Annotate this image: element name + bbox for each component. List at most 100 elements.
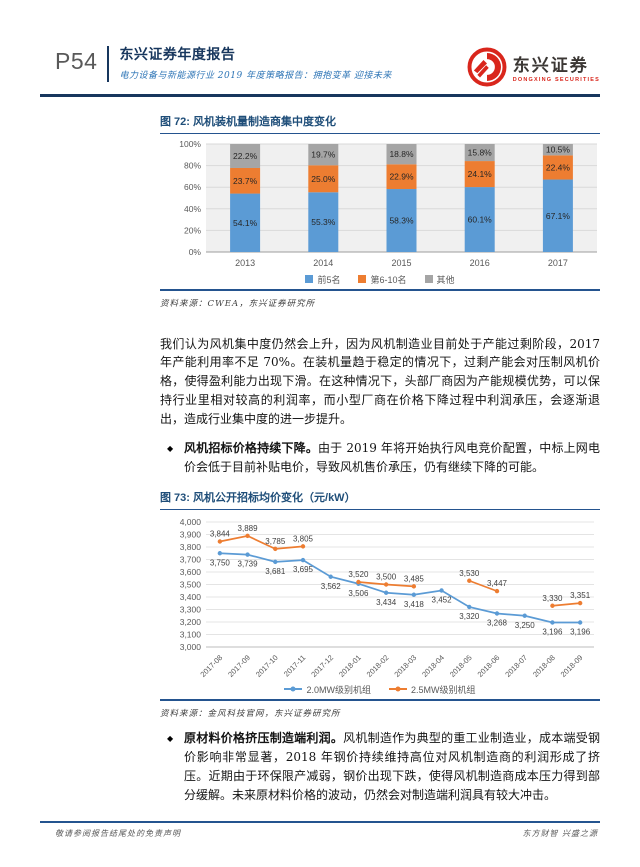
bullet-bid-price-text: 风机招标价格持续下降。由于 2019 年将开始执行风电竞价配置，中标上网电价会低… bbox=[184, 439, 600, 477]
svg-text:3,268: 3,268 bbox=[487, 619, 508, 628]
svg-text:2017-09: 2017-09 bbox=[226, 653, 252, 679]
logo-emblem-icon bbox=[467, 47, 507, 87]
svg-text:23.7%: 23.7% bbox=[233, 176, 258, 186]
svg-text:3,800: 3,800 bbox=[180, 542, 202, 552]
bullet-lead: 原材料价格挤压制造端利润。 bbox=[184, 730, 344, 745]
svg-text:67.1%: 67.1% bbox=[546, 211, 571, 221]
chart-73-legend: 2.0MW级别机组 2.5MW级别机组 bbox=[160, 682, 600, 696]
footer-rule bbox=[40, 821, 600, 823]
svg-text:3,506: 3,506 bbox=[348, 589, 369, 598]
legend-item: 其他 bbox=[424, 273, 455, 286]
paragraph-concentration: 我们认为风机集中度仍然会上升，因为风机制造业目前处于产能过剩阶段，2017 年产… bbox=[160, 336, 600, 427]
report-subtitle: 电力设备与新能源行业 2019 年度策略报告：拥抱变革 迎接未来 bbox=[119, 71, 392, 81]
svg-text:3,000: 3,000 bbox=[180, 642, 202, 652]
page-number: P54 bbox=[55, 48, 98, 74]
svg-text:3,681: 3,681 bbox=[265, 567, 286, 576]
header-divider bbox=[107, 46, 110, 82]
svg-text:18.8%: 18.8% bbox=[389, 149, 414, 159]
svg-text:3,700: 3,700 bbox=[180, 555, 202, 565]
svg-text:3,844: 3,844 bbox=[210, 530, 231, 539]
svg-text:40%: 40% bbox=[184, 204, 201, 214]
legend-item: 前5名 bbox=[305, 273, 340, 286]
svg-text:3,200: 3,200 bbox=[180, 617, 202, 627]
svg-text:2018-08: 2018-08 bbox=[531, 653, 557, 679]
svg-text:60%: 60% bbox=[184, 182, 201, 192]
svg-text:54.1%: 54.1% bbox=[233, 218, 258, 228]
svg-text:3,250: 3,250 bbox=[515, 621, 536, 630]
header-rule bbox=[40, 94, 600, 97]
svg-text:2017-10: 2017-10 bbox=[254, 653, 280, 679]
bullet-lead: 风机招标价格持续下降。 bbox=[184, 441, 318, 456]
bullet-raw-material: ◆ 原材料价格挤压制造端利润。风机制造作为典型的重工业制造业，成本端受钢价影响非… bbox=[160, 729, 600, 805]
legend-line-marker-icon bbox=[389, 686, 407, 692]
svg-text:3,520: 3,520 bbox=[348, 570, 369, 579]
svg-text:2018-03: 2018-03 bbox=[392, 653, 418, 679]
figure-72-title: 图 72: 风机装机量制造商集中度变化 bbox=[160, 113, 600, 134]
svg-text:3,695: 3,695 bbox=[293, 565, 314, 574]
legend-label: 2.5MW级别机组 bbox=[411, 684, 476, 695]
svg-text:3,750: 3,750 bbox=[210, 558, 231, 567]
legend-square-marker-icon bbox=[358, 275, 367, 283]
legend-item: 2.0MW级别机组 bbox=[284, 683, 371, 696]
svg-text:60.1%: 60.1% bbox=[468, 215, 493, 225]
figure-73: 图 73: 风机公开招标均价变化（元/kW） 3,000 3,100 3,200 3,… bbox=[160, 489, 600, 719]
svg-text:19.7%: 19.7% bbox=[311, 150, 336, 160]
svg-text:3,600: 3,600 bbox=[180, 567, 202, 577]
chart-72-legend: 前5名 第6-10名 其他 bbox=[160, 272, 600, 286]
svg-text:3,100: 3,100 bbox=[180, 630, 202, 640]
svg-text:3,485: 3,485 bbox=[404, 575, 425, 584]
svg-text:2018-05: 2018-05 bbox=[448, 653, 474, 679]
svg-text:3,351: 3,351 bbox=[570, 591, 591, 600]
svg-text:3,739: 3,739 bbox=[238, 560, 259, 569]
svg-text:2017-12: 2017-12 bbox=[309, 653, 335, 679]
svg-text:3,562: 3,562 bbox=[321, 582, 342, 591]
figure-72-source: 资料来源：CWEA，东兴证券研究所 bbox=[160, 298, 316, 309]
svg-text:3,196: 3,196 bbox=[570, 628, 591, 637]
svg-text:2017: 2017 bbox=[548, 258, 568, 268]
svg-text:2018-07: 2018-07 bbox=[503, 653, 529, 679]
legend-square-marker-icon bbox=[305, 275, 314, 283]
page-footer: 敬请参阅报告结尾处的免责声明 东方财智 兴盛之源 bbox=[55, 828, 598, 839]
bullet-raw-material-text: 原材料价格挤压制造端利润。风机制造作为典型的重工业制造业，成本端受钢价影响非常显… bbox=[184, 729, 600, 805]
svg-text:100%: 100% bbox=[179, 140, 201, 149]
content-column: 图 72: 风机装机量制造商集中度变化 0% 20% 40% 60% 80% 100% 54… bbox=[160, 113, 600, 804]
svg-text:20%: 20% bbox=[184, 225, 201, 235]
legend-label: 第6-10名 bbox=[370, 274, 407, 285]
figure-73-bottom-rule bbox=[160, 699, 600, 701]
svg-text:22.4%: 22.4% bbox=[546, 162, 571, 172]
legend-item: 第6-10名 bbox=[358, 273, 407, 286]
header-titles: 东兴证券年度报告 电力设备与新能源行业 2019 年度策略报告：拥抱变革 迎接未… bbox=[119, 44, 392, 81]
svg-text:3,300: 3,300 bbox=[180, 605, 202, 615]
legend-label: 其他 bbox=[436, 274, 455, 285]
brand-logo: 东兴证券 DONGXING SECURITIES bbox=[466, 46, 600, 88]
footer-slogan: 东方财智 兴盛之源 bbox=[522, 829, 598, 838]
svg-text:3,330: 3,330 bbox=[542, 594, 563, 603]
svg-text:55.3%: 55.3% bbox=[311, 217, 336, 227]
svg-text:3,500: 3,500 bbox=[376, 573, 397, 582]
svg-text:3,900: 3,900 bbox=[180, 530, 202, 540]
svg-text:2018-06: 2018-06 bbox=[476, 653, 502, 679]
legend-label: 2.0MW级别机组 bbox=[306, 684, 371, 695]
svg-text:10.5%: 10.5% bbox=[546, 145, 571, 155]
bullet-bid-price: ◆ 风机招标价格持续下降。由于 2019 年将开始执行风电竞价配置，中标上网电价… bbox=[160, 439, 600, 477]
figure-73-source: 资料来源：金风科技官网，东兴证券研究所 bbox=[160, 708, 341, 719]
svg-text:25.0%: 25.0% bbox=[311, 174, 336, 184]
svg-text:3,805: 3,805 bbox=[293, 535, 314, 544]
svg-text:2017-11: 2017-11 bbox=[282, 653, 307, 678]
svg-text:15.8%: 15.8% bbox=[468, 148, 493, 158]
logo-name-en: DONGXING SECURITIES bbox=[512, 77, 600, 83]
svg-text:58.3%: 58.3% bbox=[389, 216, 414, 226]
bullet-diamond-icon: ◆ bbox=[167, 733, 174, 743]
svg-text:2018-01: 2018-01 bbox=[337, 653, 363, 679]
svg-text:3,434: 3,434 bbox=[376, 598, 397, 607]
svg-text:3,447: 3,447 bbox=[487, 579, 508, 588]
legend-square-marker-icon bbox=[424, 275, 433, 283]
svg-text:3,500: 3,500 bbox=[180, 580, 202, 590]
svg-text:2018-04: 2018-04 bbox=[420, 653, 446, 679]
svg-text:2018-09: 2018-09 bbox=[559, 653, 585, 679]
bullet-text: 风机制造作为典型的重工业制造业，成本端受钢价影响非常显著，2018 年钢价持续维… bbox=[184, 730, 600, 802]
svg-text:2018-02: 2018-02 bbox=[365, 653, 391, 679]
svg-text:2016: 2016 bbox=[470, 258, 490, 268]
svg-text:2013: 2013 bbox=[235, 258, 255, 268]
